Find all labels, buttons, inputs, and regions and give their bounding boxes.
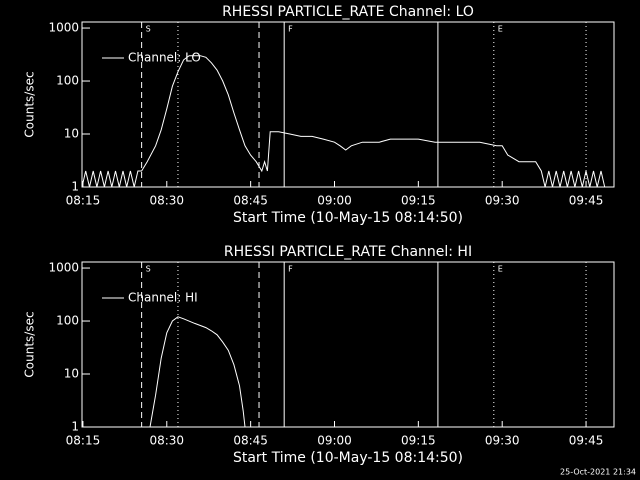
x-tick-label: 09:15	[401, 434, 436, 448]
x-tick-label: 08:45	[233, 194, 268, 208]
legend-label: Channel: LO	[128, 51, 201, 65]
event-label: F	[288, 265, 293, 274]
event-label: E	[498, 265, 503, 274]
x-tick-label: 09:00	[317, 194, 352, 208]
x-tick-label: 09:30	[485, 434, 520, 448]
event-label: S	[146, 265, 151, 274]
y-tick-label: 1000	[48, 21, 79, 35]
y-tick-label: 1	[71, 180, 79, 194]
x-tick-label: 08:15	[66, 194, 101, 208]
x-tick-label: 09:45	[569, 434, 604, 448]
event-label: F	[288, 25, 293, 34]
data-line	[81, 55, 606, 188]
timestamp: 25-Oct-2021 21:34	[560, 468, 636, 477]
y-tick-label: 10	[64, 367, 79, 381]
x-tick-label: 09:15	[401, 194, 436, 208]
x-tick-label: 09:30	[485, 194, 520, 208]
plot-frame	[81, 21, 615, 188]
data-line	[149, 316, 246, 428]
x-tick-label: 09:45	[569, 194, 604, 208]
x-tick-label: 08:45	[233, 434, 268, 448]
event-label: S	[146, 25, 151, 34]
x-axis-title: Start Time (10-May-15 08:14:50)	[233, 450, 463, 466]
y-tick-label: 1000	[48, 261, 79, 275]
x-tick-label: 08:15	[66, 434, 101, 448]
legend-label: Channel: HI	[128, 291, 198, 305]
y-tick-label: 100	[56, 74, 79, 88]
y-axis-title: Counts/sec	[23, 71, 37, 137]
plot-frame	[81, 261, 615, 428]
y-tick-label: 100	[56, 314, 79, 328]
event-label: E	[498, 25, 503, 34]
x-tick-label: 08:30	[149, 194, 184, 208]
x-tick-label: 09:00	[317, 434, 352, 448]
chart-title: RHESSI PARTICLE_RATE Channel: LO	[222, 4, 474, 20]
x-tick-label: 08:30	[149, 434, 184, 448]
chart-title: RHESSI PARTICLE_RATE Channel: HI	[224, 244, 472, 260]
y-tick-label: 1	[71, 420, 79, 434]
y-tick-label: 10	[64, 127, 79, 141]
y-axis-title: Counts/sec	[23, 311, 37, 377]
x-axis-title: Start Time (10-May-15 08:14:50)	[233, 210, 463, 226]
